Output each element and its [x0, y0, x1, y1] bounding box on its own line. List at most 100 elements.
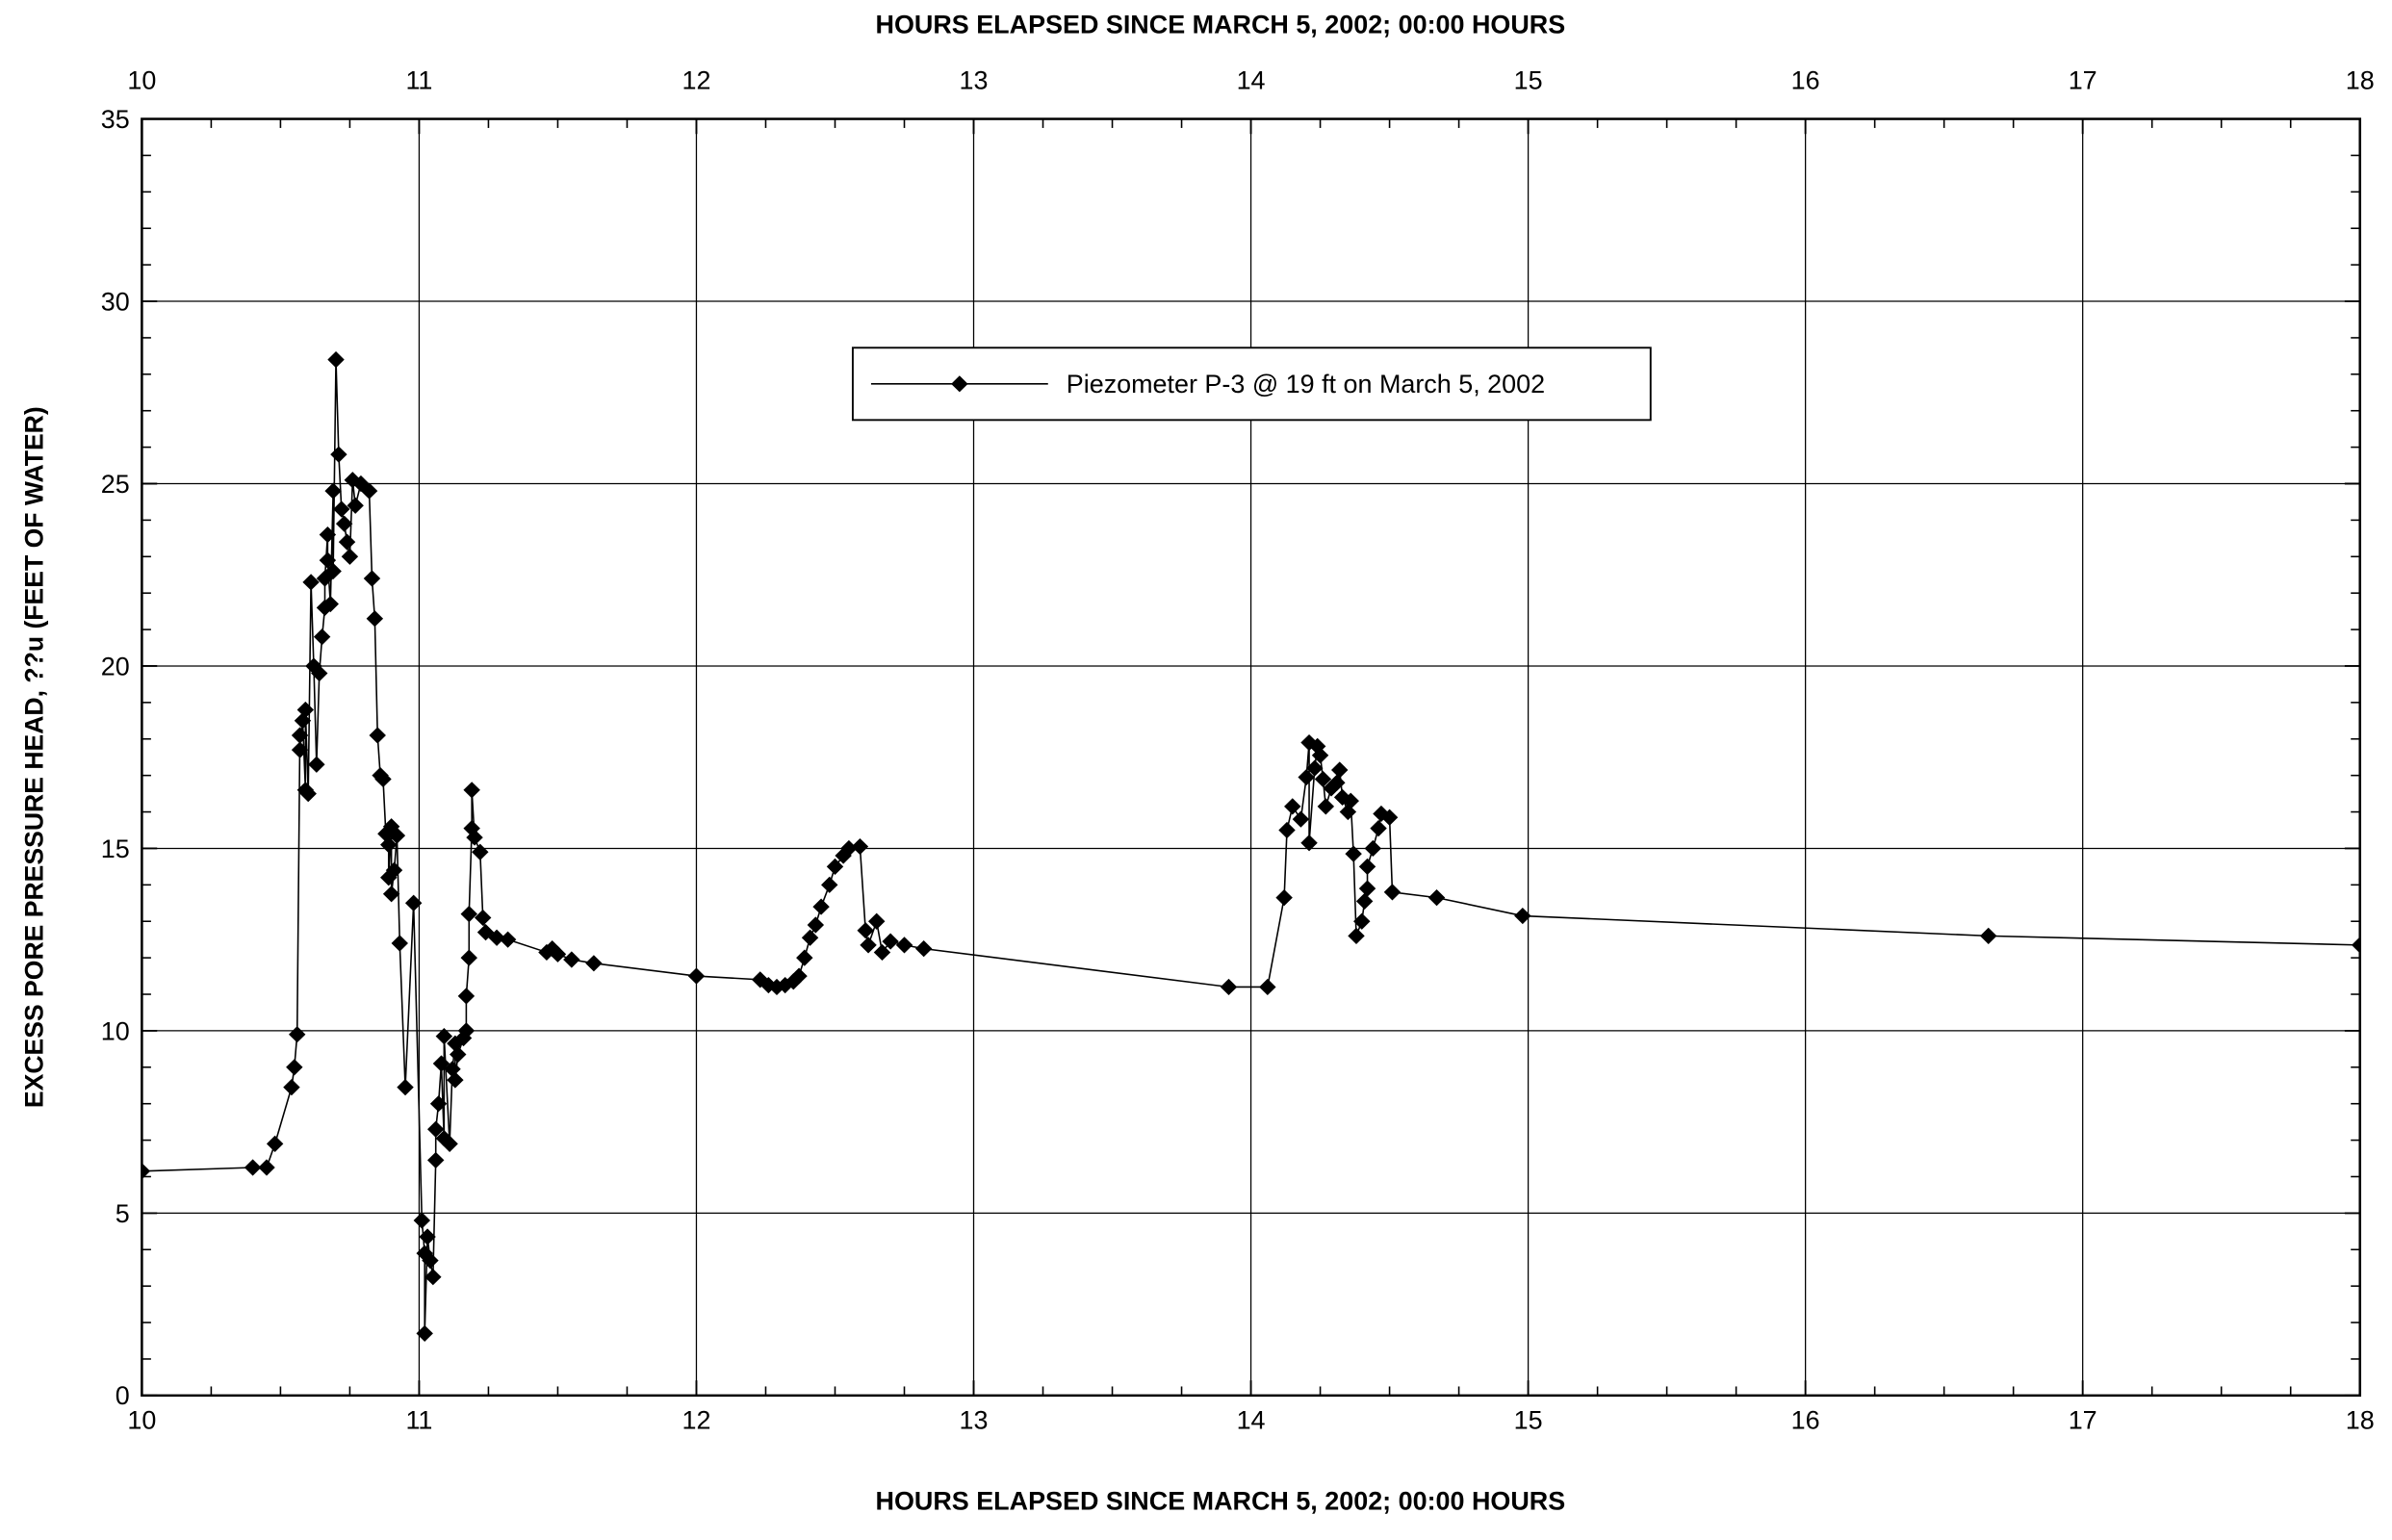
data-point [1355, 892, 1374, 910]
data-point [1292, 810, 1310, 828]
data-point [435, 1027, 453, 1045]
data-point [366, 610, 384, 628]
top-tick-label: 12 [682, 65, 710, 94]
data-point [413, 1212, 431, 1229]
x-tick-label: 15 [1514, 1405, 1543, 1434]
data-point [1358, 858, 1376, 875]
data-point [474, 909, 492, 927]
data-point [867, 912, 886, 930]
data-point [840, 839, 858, 858]
data-point [324, 562, 342, 580]
data-point [1331, 761, 1349, 779]
data-point [377, 825, 395, 842]
data-point [327, 351, 345, 369]
data-point [319, 526, 337, 544]
data-point [380, 836, 398, 854]
data-point [324, 482, 342, 500]
legend-marker [951, 375, 968, 393]
data-point [1275, 888, 1293, 907]
x-tick-label: 13 [960, 1405, 989, 1434]
x-tick-label: 10 [127, 1405, 156, 1434]
data-point [426, 1151, 445, 1169]
data-point [388, 827, 406, 844]
top-tick-label: 18 [2346, 65, 2375, 94]
legend-label: Piezometer P-3 @ 19 ft on March 5, 2002 [1067, 370, 1545, 398]
data-point [1220, 978, 1238, 996]
data-point [1306, 759, 1324, 777]
data-point [1364, 839, 1382, 858]
data-point [460, 949, 477, 966]
data-point [860, 937, 877, 954]
data-point [1284, 798, 1301, 815]
data-point [426, 1120, 445, 1138]
data-point [1298, 768, 1315, 786]
data-point [382, 886, 400, 903]
plot-area [141, 351, 2360, 1343]
data-point [472, 843, 489, 860]
x-tick-label: 16 [1791, 1405, 1820, 1434]
data-point [752, 971, 769, 988]
data-point [1383, 884, 1402, 901]
top-tick-label: 10 [127, 65, 156, 94]
y-tick-label: 15 [101, 834, 130, 863]
data-point [141, 1163, 151, 1180]
data-point [266, 1135, 284, 1152]
y-axis-title: EXCESS PORE PRESSURE HEAD, ??u (FEET OF … [19, 406, 48, 1108]
data-point [429, 1095, 448, 1113]
data-point [288, 1026, 306, 1043]
x-tick-label: 18 [2346, 1405, 2375, 1434]
data-point [463, 782, 480, 799]
data-point [1314, 770, 1332, 788]
data-point [1259, 978, 1276, 996]
top-tick-label: 17 [2069, 65, 2097, 94]
top-tick-label: 16 [1791, 65, 1820, 94]
data-point [807, 916, 825, 934]
data-point [796, 949, 813, 966]
data-point [338, 533, 356, 551]
data-point [291, 727, 309, 744]
x-tick-label: 11 [405, 1405, 432, 1434]
data-point [826, 858, 844, 875]
data-point [801, 929, 819, 946]
data-point [1514, 907, 1531, 925]
data-point [1348, 927, 1365, 944]
data-point [1980, 927, 1997, 944]
data-point [341, 548, 359, 565]
data-point [347, 497, 364, 514]
top-tick-label: 14 [1237, 65, 1266, 94]
data-point [308, 756, 325, 773]
data-point [286, 1059, 303, 1076]
x-tick-label: 17 [2069, 1405, 2097, 1434]
data-point [873, 943, 891, 962]
data-point [1328, 774, 1346, 791]
data-point [2352, 937, 2360, 954]
data-point [851, 837, 869, 856]
data-point [549, 945, 567, 962]
data-point [1300, 834, 1318, 852]
data-point [812, 898, 830, 915]
data-point [369, 727, 386, 744]
data-point [1380, 808, 1399, 826]
y-tick-label: 30 [101, 288, 130, 317]
data-point [311, 664, 328, 682]
y-tick-label: 10 [101, 1016, 130, 1045]
data-point [397, 1079, 414, 1096]
data-point [457, 1022, 476, 1040]
data-point [563, 951, 580, 968]
data-point [460, 906, 477, 923]
top-tick-label: 15 [1514, 65, 1543, 94]
y-tick-label: 25 [101, 470, 130, 499]
data-point [821, 876, 838, 893]
data-point [363, 570, 381, 587]
data-point [422, 1252, 439, 1270]
data-point [499, 931, 517, 948]
data-point [1358, 880, 1376, 897]
data-point [283, 1079, 300, 1096]
y-tick-label: 20 [101, 653, 130, 681]
data-point [895, 937, 913, 954]
data-point [790, 967, 808, 985]
data-point [488, 929, 505, 946]
data-point [416, 1324, 433, 1343]
data-point [1278, 821, 1296, 839]
data-point [687, 967, 706, 985]
